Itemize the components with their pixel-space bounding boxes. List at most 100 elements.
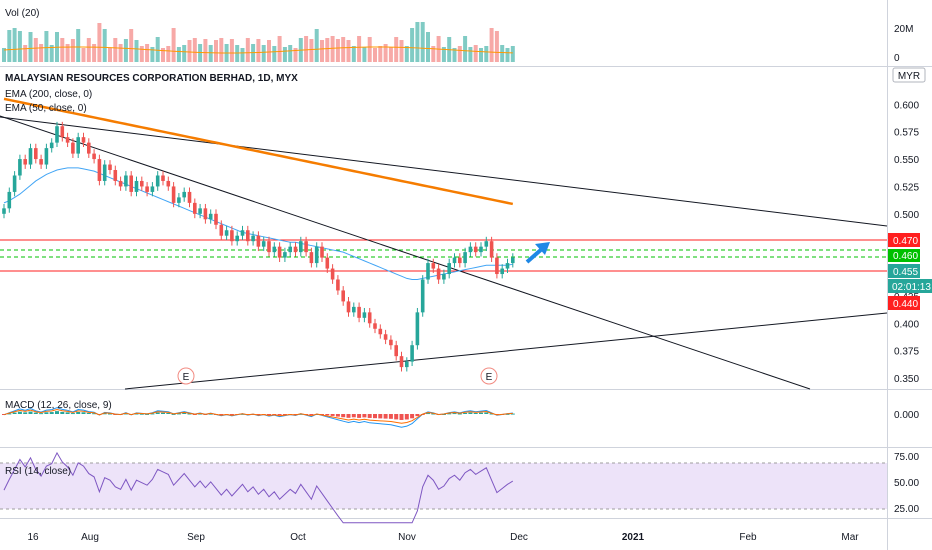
volume-bar — [219, 38, 224, 62]
volume-bar — [12, 28, 17, 62]
macd-label[interactable]: MACD (12, 26, close, 9) — [5, 400, 112, 411]
macd-bar — [166, 412, 171, 414]
candle — [113, 165, 118, 186]
candle — [484, 236, 489, 252]
macd-bar — [23, 412, 28, 414]
trendline-ascending — [124, 312, 888, 390]
macd-bar — [256, 414, 261, 415]
macd-bar — [357, 414, 362, 418]
volume-bar — [261, 45, 266, 62]
candle — [12, 171, 17, 197]
volume-bar — [267, 40, 271, 62]
volume-bar — [325, 38, 330, 62]
candle — [304, 236, 308, 257]
candle — [28, 143, 33, 169]
macd-bar — [70, 413, 75, 415]
currency-label[interactable]: MYR — [898, 71, 920, 82]
volume-ma-line — [3, 46, 513, 54]
ema200-line — [3, 97, 514, 206]
macd-bar — [388, 414, 393, 419]
candle — [500, 264, 504, 279]
rsi-tick-75: 75.00 — [894, 452, 919, 463]
candle — [92, 149, 96, 164]
time-tick: 2021 — [622, 532, 645, 543]
candle — [246, 225, 250, 246]
candle — [309, 247, 314, 268]
candle — [44, 143, 49, 169]
candle — [473, 242, 478, 257]
candle — [182, 187, 186, 202]
volume-bar — [383, 44, 388, 62]
candle — [256, 231, 261, 252]
candle — [150, 182, 155, 197]
candle — [357, 302, 361, 323]
earnings-marker-1[interactable]: E — [177, 367, 195, 385]
macd-bar — [330, 414, 335, 416]
volume-bar — [182, 45, 187, 62]
price-axis[interactable]: 0.6250.6000.5750.5500.5250.5000.4750.450… — [894, 73, 919, 385]
candle — [267, 236, 271, 257]
volume-bar — [341, 37, 346, 62]
volume-bar — [351, 46, 356, 62]
volume-bar — [81, 48, 86, 62]
arrow-icon — [525, 242, 550, 264]
candle — [367, 307, 372, 328]
candle — [410, 340, 414, 367]
macd-bar — [410, 414, 415, 419]
macd-bar — [383, 414, 388, 419]
volume-bar — [198, 44, 203, 62]
volume-bar — [118, 44, 123, 62]
macd-bar — [39, 413, 44, 415]
macd-bar — [240, 413, 245, 415]
volume-bar — [367, 37, 372, 62]
volume-bar — [293, 48, 298, 62]
candle — [155, 171, 160, 191]
time-tick: Nov — [398, 532, 416, 543]
candles — [2, 121, 515, 372]
time-tick: Feb — [739, 532, 757, 543]
currency-box[interactable] — [892, 67, 926, 83]
candle — [49, 138, 54, 153]
volume-bar — [410, 28, 415, 62]
volume-bar — [33, 38, 38, 62]
volume-bar — [314, 29, 319, 62]
volume-bar — [420, 22, 425, 62]
candle — [208, 209, 213, 224]
macd-bar — [282, 414, 287, 415]
macd-bar — [341, 414, 346, 418]
volume-bar — [394, 37, 399, 62]
macd-bar — [145, 413, 150, 415]
candle — [314, 242, 319, 268]
price-tag-0470: 0.470 — [888, 233, 920, 247]
time-axis[interactable]: 16 Aug Sep Oct Nov Dec 2021 Feb Mar — [27, 532, 859, 543]
volume-bar — [7, 30, 12, 62]
volume-bar — [145, 44, 150, 62]
candle — [463, 247, 467, 268]
volume-bar — [235, 45, 240, 62]
macd-bar — [468, 412, 473, 414]
volume-bar — [49, 45, 54, 62]
macd-bar — [335, 414, 340, 417]
ema50-label[interactable]: EMA (50, close, 0) — [5, 103, 87, 114]
earnings-marker-2[interactable]: E — [480, 367, 498, 385]
macd-bar — [346, 414, 351, 418]
volume-bar — [208, 45, 213, 62]
volume-label[interactable]: Vol (20) — [5, 8, 39, 19]
macd-bar — [139, 413, 144, 415]
candle — [261, 236, 266, 252]
candle — [2, 203, 6, 219]
macd-bar — [55, 411, 59, 414]
volume-bar — [166, 46, 171, 62]
candle — [240, 225, 245, 241]
macd-bar — [49, 412, 54, 414]
macd-bar — [92, 413, 97, 415]
candle — [161, 171, 165, 186]
macd-bar — [510, 413, 515, 415]
macd-bar — [229, 414, 234, 415]
volume-bar — [39, 44, 44, 62]
rsi-label[interactable]: RSI (14, close) — [5, 466, 71, 477]
ema200-label[interactable]: EMA (200, close, 0) — [5, 89, 92, 100]
volume-bar — [335, 39, 340, 62]
macd-bar — [463, 412, 468, 414]
